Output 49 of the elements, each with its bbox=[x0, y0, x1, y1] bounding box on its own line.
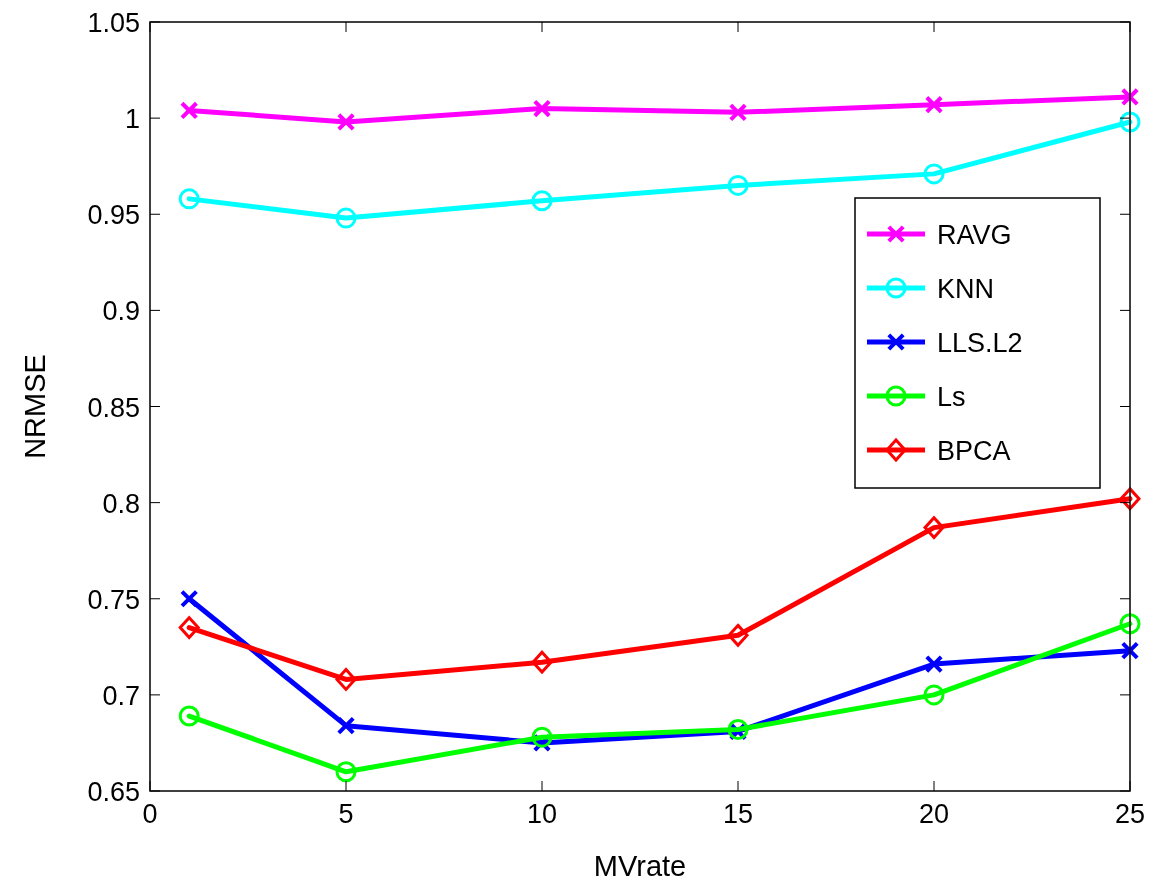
point bbox=[180, 589, 199, 608]
point bbox=[178, 705, 200, 727]
point bbox=[727, 623, 749, 647]
point bbox=[728, 103, 748, 122]
legend-label: BPCA bbox=[937, 436, 1011, 466]
x-tick-label: 20 bbox=[918, 799, 950, 829]
point bbox=[1119, 111, 1141, 133]
y-tick-label: 0.75 bbox=[87, 584, 140, 615]
y-tick-label: 0.85 bbox=[87, 392, 140, 423]
x-tick-label: 15 bbox=[722, 799, 754, 829]
point bbox=[178, 188, 200, 210]
x-tick-label: 10 bbox=[526, 799, 558, 829]
y-tick-label: 1 bbox=[124, 104, 140, 135]
point bbox=[335, 207, 357, 229]
point bbox=[923, 163, 945, 185]
point bbox=[531, 726, 553, 748]
point bbox=[531, 650, 553, 674]
x-tick-label: 0 bbox=[142, 799, 158, 829]
point bbox=[178, 616, 200, 639]
point bbox=[1119, 487, 1141, 511]
point bbox=[1120, 87, 1140, 107]
y-axis-title: NRMSE bbox=[19, 354, 51, 459]
y-tick-label: 0.65 bbox=[87, 777, 140, 807]
x-axis-title: MVrate bbox=[593, 850, 687, 882]
legend-label: Ls bbox=[937, 382, 966, 412]
point bbox=[336, 112, 356, 132]
x-tick-label: 25 bbox=[1114, 799, 1146, 829]
y-tick-label: 0.8 bbox=[102, 488, 140, 519]
y-tick-label: 0.7 bbox=[102, 680, 140, 711]
point bbox=[924, 654, 944, 674]
point bbox=[924, 95, 944, 114]
point bbox=[532, 99, 552, 118]
y-tick-label: 1.05 bbox=[87, 8, 140, 38]
y-tick-label: 0.95 bbox=[87, 200, 140, 231]
point bbox=[1120, 641, 1140, 660]
point bbox=[531, 190, 553, 212]
x-tick-label: 5 bbox=[338, 799, 354, 829]
point bbox=[180, 101, 199, 120]
legend-label: LLS.L2 bbox=[937, 328, 1023, 358]
legend-label: RAVG bbox=[937, 220, 1012, 250]
point bbox=[335, 668, 357, 691]
point bbox=[923, 684, 945, 706]
point bbox=[727, 174, 749, 196]
legend-label: KNN bbox=[937, 274, 995, 304]
point bbox=[1119, 613, 1141, 635]
point bbox=[923, 516, 945, 540]
point bbox=[336, 716, 356, 735]
point bbox=[335, 761, 357, 783]
y-tick-label: 0.9 bbox=[102, 296, 140, 327]
